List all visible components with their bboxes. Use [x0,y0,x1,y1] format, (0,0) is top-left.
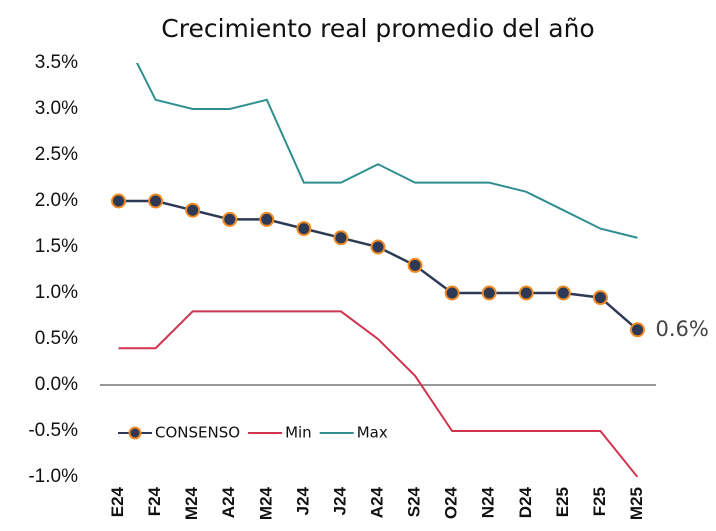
point-marker [185,202,201,218]
x-tick-label: J24 [330,486,349,515]
y-tick-label: -1.0% [28,466,78,487]
point-marker [518,285,534,301]
x-tick-label: A24 [219,486,238,518]
x-tick-label: N24 [479,486,498,518]
y-tick-label: 3.5% [35,52,78,73]
point-marker [592,290,608,306]
x-tick-label: O24 [442,486,461,519]
x-tick-label: D24 [516,486,535,518]
point-marker [444,285,460,301]
x-tick-label: E24 [108,486,127,517]
x-tick-label: E25 [553,487,572,517]
x-tick-label: M24 [182,486,201,520]
point-marker [481,285,497,301]
series-line [118,310,639,477]
legend-label: Max [357,424,388,442]
x-tick-label: S24 [405,486,424,517]
y-tick-label: 2.0% [35,190,78,211]
y-tick-label: 1.5% [35,236,78,257]
legend-label: CONSENSO [155,424,240,442]
legend-label: Min [285,424,312,442]
point-marker [148,193,164,209]
x-tick-label: F25 [590,487,609,516]
point-marker [111,193,127,209]
y-tick-label: 1.0% [35,282,78,303]
y-tick-label: 0.0% [35,374,78,395]
x-tick-label: M25 [627,487,646,520]
x-tick-label: M24 [256,486,275,520]
y-tick-label: 0.5% [35,328,78,349]
point-marker [296,221,312,237]
series-line [135,63,638,239]
point-marker [555,285,571,301]
x-tick-label: J24 [293,486,312,515]
legend-marker [128,426,142,440]
point-marker [259,211,275,227]
chart-title: Crecimiento real promedio del año [161,14,594,43]
x-tick-label: F24 [145,486,164,516]
point-marker [370,239,386,255]
y-tick-label: 2.5% [35,144,78,165]
data-label: 0.6% [655,317,708,341]
point-marker [407,257,423,273]
point-marker [333,230,349,246]
x-tick-label: A24 [367,486,386,518]
y-tick-label: -0.5% [28,420,78,441]
y-tick-label: 3.0% [35,98,78,119]
point-marker [629,322,645,338]
point-marker [222,211,238,227]
